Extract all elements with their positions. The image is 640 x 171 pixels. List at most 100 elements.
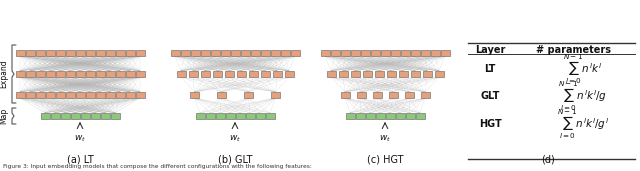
FancyBboxPatch shape [237, 71, 246, 77]
FancyBboxPatch shape [56, 50, 65, 56]
FancyBboxPatch shape [76, 50, 84, 56]
FancyBboxPatch shape [404, 92, 413, 98]
FancyBboxPatch shape [355, 113, 365, 119]
FancyBboxPatch shape [374, 71, 383, 77]
FancyBboxPatch shape [435, 71, 444, 77]
FancyBboxPatch shape [280, 50, 289, 56]
Text: Expand: Expand [0, 60, 8, 88]
FancyBboxPatch shape [125, 92, 134, 98]
FancyBboxPatch shape [371, 50, 380, 56]
Text: $w_t$: $w_t$ [229, 134, 241, 144]
FancyBboxPatch shape [387, 71, 396, 77]
FancyBboxPatch shape [115, 50, 125, 56]
FancyBboxPatch shape [56, 71, 65, 77]
FancyBboxPatch shape [285, 71, 294, 77]
FancyBboxPatch shape [200, 71, 209, 77]
FancyBboxPatch shape [125, 71, 134, 77]
FancyBboxPatch shape [431, 50, 440, 56]
FancyBboxPatch shape [191, 50, 200, 56]
FancyBboxPatch shape [241, 50, 250, 56]
FancyBboxPatch shape [388, 92, 397, 98]
FancyBboxPatch shape [51, 113, 60, 119]
FancyBboxPatch shape [410, 71, 419, 77]
FancyBboxPatch shape [136, 50, 145, 56]
FancyBboxPatch shape [266, 113, 275, 119]
FancyBboxPatch shape [422, 71, 431, 77]
FancyBboxPatch shape [35, 50, 45, 56]
FancyBboxPatch shape [190, 92, 199, 98]
FancyBboxPatch shape [346, 113, 355, 119]
FancyBboxPatch shape [401, 50, 410, 56]
FancyBboxPatch shape [340, 92, 349, 98]
FancyBboxPatch shape [106, 50, 115, 56]
FancyBboxPatch shape [390, 50, 399, 56]
Text: (d): (d) [541, 154, 555, 164]
FancyBboxPatch shape [177, 71, 186, 77]
FancyBboxPatch shape [65, 71, 74, 77]
FancyBboxPatch shape [86, 50, 95, 56]
Text: GLT: GLT [480, 91, 500, 101]
FancyBboxPatch shape [65, 50, 74, 56]
Text: HGT: HGT [479, 119, 501, 129]
FancyBboxPatch shape [61, 113, 70, 119]
FancyBboxPatch shape [106, 92, 115, 98]
FancyBboxPatch shape [15, 50, 24, 56]
FancyBboxPatch shape [205, 113, 214, 119]
FancyBboxPatch shape [420, 50, 429, 56]
FancyBboxPatch shape [221, 50, 230, 56]
FancyBboxPatch shape [76, 71, 84, 77]
FancyBboxPatch shape [125, 50, 134, 56]
FancyBboxPatch shape [45, 71, 54, 77]
FancyBboxPatch shape [246, 113, 255, 119]
FancyBboxPatch shape [415, 113, 424, 119]
Text: # parameters: # parameters [536, 45, 611, 55]
FancyBboxPatch shape [330, 50, 339, 56]
Text: Figure 3: Input embedding models that compose the different configurations with : Figure 3: Input embedding models that co… [3, 164, 312, 169]
FancyBboxPatch shape [440, 50, 449, 56]
FancyBboxPatch shape [271, 50, 280, 56]
FancyBboxPatch shape [81, 113, 90, 119]
Text: $\sum_{l=0}^{N-1} n^l k^l$: $\sum_{l=0}^{N-1} n^l k^l$ [563, 52, 602, 86]
Text: (b) GLT: (b) GLT [218, 154, 252, 164]
FancyBboxPatch shape [70, 113, 79, 119]
FancyBboxPatch shape [15, 71, 24, 77]
FancyBboxPatch shape [136, 92, 145, 98]
FancyBboxPatch shape [225, 71, 234, 77]
FancyBboxPatch shape [260, 71, 269, 77]
FancyBboxPatch shape [351, 71, 360, 77]
FancyBboxPatch shape [76, 92, 84, 98]
Text: $\sum_{l=0}^{N-1} n^l k^l / g$: $\sum_{l=0}^{N-1} n^l k^l / g$ [559, 80, 607, 113]
FancyBboxPatch shape [211, 50, 220, 56]
FancyBboxPatch shape [111, 113, 120, 119]
FancyBboxPatch shape [26, 92, 35, 98]
FancyBboxPatch shape [170, 50, 179, 56]
FancyBboxPatch shape [230, 50, 239, 56]
FancyBboxPatch shape [255, 113, 264, 119]
Text: LT: LT [484, 64, 496, 74]
FancyBboxPatch shape [26, 71, 35, 77]
FancyBboxPatch shape [381, 50, 390, 56]
FancyBboxPatch shape [45, 92, 54, 98]
Text: $w_t$: $w_t$ [379, 134, 391, 144]
FancyBboxPatch shape [372, 92, 381, 98]
FancyBboxPatch shape [45, 50, 54, 56]
FancyBboxPatch shape [189, 71, 198, 77]
FancyBboxPatch shape [225, 113, 234, 119]
FancyBboxPatch shape [180, 50, 189, 56]
FancyBboxPatch shape [326, 71, 335, 77]
FancyBboxPatch shape [115, 92, 125, 98]
FancyBboxPatch shape [56, 92, 65, 98]
FancyBboxPatch shape [217, 92, 226, 98]
FancyBboxPatch shape [273, 71, 282, 77]
Text: Layer: Layer [475, 45, 505, 55]
FancyBboxPatch shape [244, 92, 253, 98]
FancyBboxPatch shape [321, 50, 330, 56]
FancyBboxPatch shape [376, 113, 385, 119]
FancyBboxPatch shape [340, 50, 349, 56]
FancyBboxPatch shape [95, 50, 104, 56]
FancyBboxPatch shape [260, 50, 269, 56]
Text: Map: Map [0, 108, 8, 124]
FancyBboxPatch shape [362, 71, 371, 77]
FancyBboxPatch shape [106, 71, 115, 77]
FancyBboxPatch shape [410, 50, 419, 56]
